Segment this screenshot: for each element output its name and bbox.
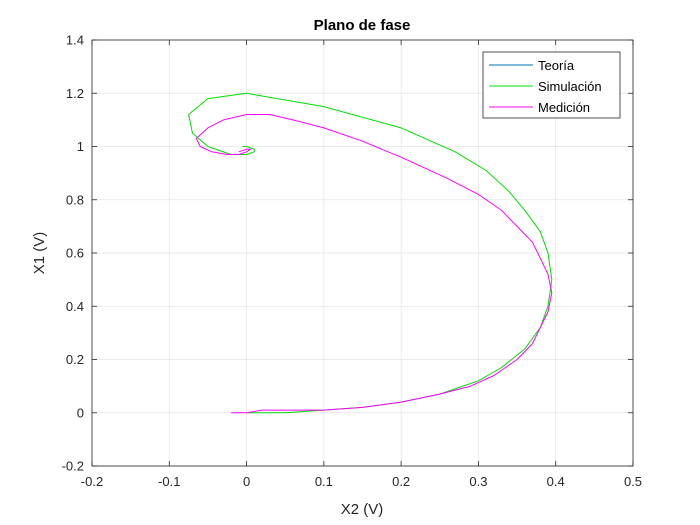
x-tick-label: -0.1	[158, 474, 180, 489]
x-tick-label: 0	[243, 474, 250, 489]
legend-label-teoria: Teoría	[538, 58, 575, 73]
y-tick-label: 0.2	[66, 352, 84, 367]
x-tick-label: 0.5	[624, 474, 642, 489]
series-lines	[188, 92, 553, 414]
x-tick-label: 0.3	[469, 474, 487, 489]
y-tick-label: 1.4	[66, 33, 84, 48]
x-tick-label: 0.1	[315, 474, 333, 489]
y-tick-label: 1	[77, 139, 84, 154]
x-tick-label: -0.2	[81, 474, 103, 489]
axis-ticks: -0.2 -0.1 0 0.1 0.2 0.3 0.4 0.5 -0.2 0 0.2 0.4 0.6 0.…	[62, 33, 642, 490]
x-tick-label: 0.4	[547, 474, 565, 489]
y-tick-label: 0.4	[66, 299, 84, 314]
y-axis-label: X1 (V)	[31, 232, 48, 275]
x-axis-label: X2 (V)	[341, 501, 384, 518]
y-tick-label: 0.6	[66, 246, 84, 261]
legend-label-medicion: Medición	[538, 100, 590, 115]
chart-title: Plano de fase	[314, 17, 411, 34]
y-tick-label: 0.8	[66, 192, 84, 207]
y-tick-label: -0.2	[62, 459, 84, 474]
x-tick-label: 0.2	[392, 474, 410, 489]
series-line-medicion	[195, 114, 553, 414]
legend: Teoría Simulación Medición	[482, 51, 621, 119]
y-tick-label: 0	[77, 405, 84, 420]
legend-label-simulacion: Simulación	[538, 79, 602, 94]
y-tick-label: 1.2	[66, 86, 84, 101]
